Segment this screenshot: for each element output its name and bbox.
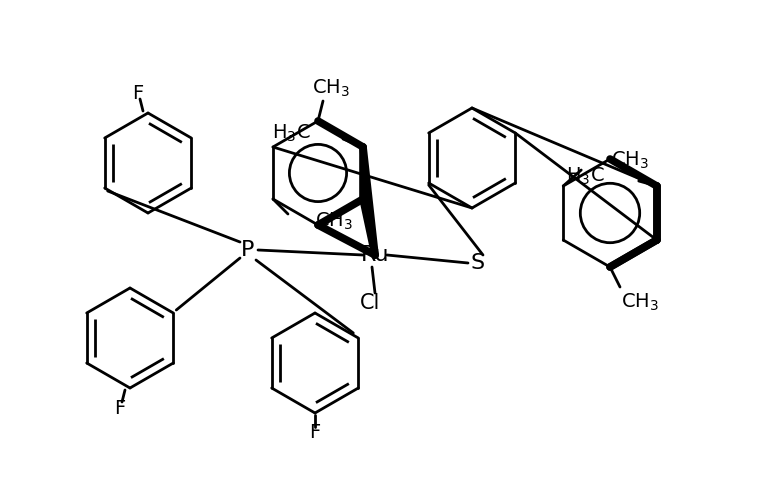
Text: H$_3$C: H$_3$C — [566, 165, 604, 187]
Text: F: F — [310, 424, 320, 443]
Text: Ru: Ru — [361, 245, 389, 265]
Text: F: F — [132, 83, 144, 103]
Text: CH$_3$: CH$_3$ — [312, 77, 350, 99]
Text: H$_3$C: H$_3$C — [273, 122, 311, 144]
Text: CH$_3$: CH$_3$ — [621, 291, 659, 313]
Text: P: P — [241, 240, 255, 260]
Text: CH$_3$: CH$_3$ — [611, 149, 649, 171]
Text: F: F — [114, 398, 126, 417]
Text: CH$_3$: CH$_3$ — [315, 210, 353, 232]
Text: Cl: Cl — [360, 293, 380, 313]
Text: S: S — [471, 253, 485, 273]
